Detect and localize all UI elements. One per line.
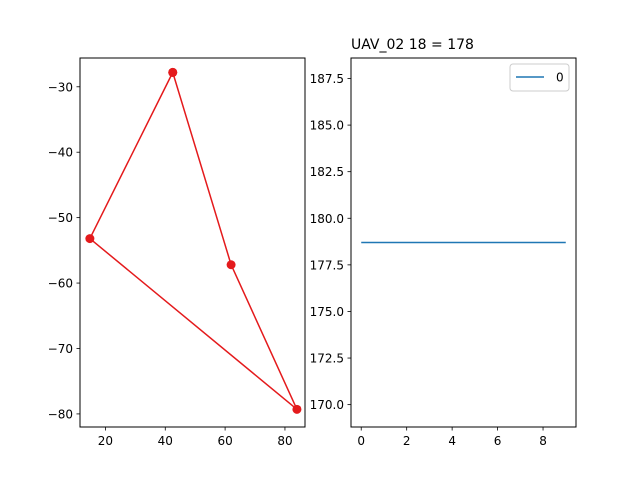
x-tick-label: 20	[98, 434, 113, 448]
y-tick-label: 170.0	[310, 398, 344, 412]
y-tick-label: −50	[48, 211, 73, 225]
y-tick-label: 180.0	[310, 212, 344, 226]
legend: 0	[509, 63, 570, 92]
x-tick-label: 8	[539, 434, 547, 448]
y-tick-label: 172.5	[310, 352, 344, 366]
x-tick-label: 6	[494, 434, 502, 448]
left-plot-marks	[85, 67, 302, 414]
path-point	[85, 234, 95, 244]
x-tick-label: 80	[277, 434, 292, 448]
y-tick-label: 175.0	[310, 305, 344, 319]
left-axis-ticks: 20 40 60 80 −80 −70 −60 −50 −40 −30	[48, 80, 293, 448]
y-tick-label: 187.5	[310, 72, 344, 86]
x-tick-label: 2	[403, 434, 411, 448]
y-tick-label: 182.5	[310, 165, 344, 179]
chart-title: UAV_02 18 = 178	[351, 37, 474, 53]
y-tick-label: 185.0	[310, 119, 344, 133]
legend-label: 0	[556, 71, 564, 85]
left-axes-frame	[79, 57, 306, 428]
y-tick-label: −40	[48, 146, 73, 160]
y-tick-label: −70	[48, 342, 73, 356]
path-point	[226, 260, 236, 270]
y-tick-label: −60	[48, 277, 73, 291]
y-tick-label: −80	[48, 407, 73, 421]
y-tick-label: −30	[48, 80, 73, 94]
y-tick-label: 177.5	[310, 258, 344, 272]
x-tick-label: 60	[217, 434, 232, 448]
path-point	[292, 404, 302, 414]
x-tick-label: 40	[158, 434, 173, 448]
right-axis-ticks: 0 2 4 6 8 170.0 172.5 175.0 177.5 180.0 182.5 185.0…	[310, 72, 547, 448]
path-line	[89, 72, 298, 411]
right-axes-frame	[350, 57, 577, 428]
x-tick-label: 4	[448, 434, 456, 448]
left-subplot: 20 40 60 80 −80 −70 −60 −50 −40 −30	[48, 57, 306, 448]
right-subplot: UAV_02 18 = 178 0 2 4 6 8 170.0 172.5 175.0 177.…	[310, 37, 577, 448]
path-point	[168, 67, 178, 77]
x-tick-label: 0	[357, 434, 365, 448]
